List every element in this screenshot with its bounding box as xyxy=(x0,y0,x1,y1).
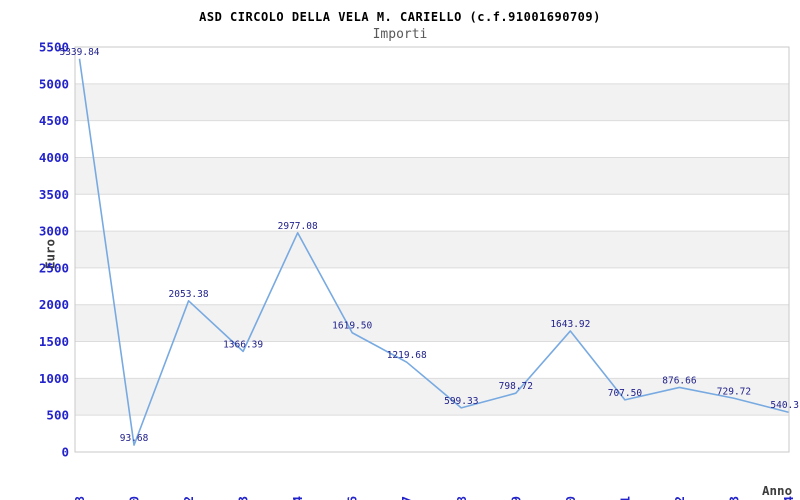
point-label: 1619.50 xyxy=(332,321,372,332)
y-tick-label: 5500 xyxy=(39,40,69,55)
x-tick-label: 2018 xyxy=(454,496,469,500)
y-tick-label: 2500 xyxy=(39,260,69,275)
x-tick-label: 2010 xyxy=(127,496,142,500)
point-label: 729.72 xyxy=(717,386,751,397)
y-tick-label: 1000 xyxy=(39,371,69,386)
plot-band xyxy=(75,157,789,195)
x-tick-label: 2021 xyxy=(617,496,632,500)
plot-band xyxy=(75,304,789,342)
x-tick-label: 2016 xyxy=(345,496,360,500)
plot-border xyxy=(74,46,790,453)
chart-title: ASD CIRCOLO DELLA VELA M. CARIELLO (c.f.… xyxy=(199,10,601,24)
y-tick-label: 4500 xyxy=(39,113,69,128)
point-label: 540.3 xyxy=(770,400,799,411)
chart-subtitle: Importi xyxy=(372,27,428,42)
y-tick-label: 1500 xyxy=(39,334,69,349)
x-tick-label: 2019 xyxy=(508,496,523,500)
y-tick-label: 2000 xyxy=(39,297,69,312)
plot-band xyxy=(75,378,789,416)
point-label: 798.72 xyxy=(499,381,533,392)
point-label: 1643.92 xyxy=(550,319,590,330)
x-tick-label: 2022 xyxy=(672,496,687,500)
x-tick-label: 2012 xyxy=(181,496,196,500)
data-line xyxy=(78,58,789,446)
y-tick-label: 3000 xyxy=(39,224,69,239)
x-tick-label: 2014 xyxy=(290,496,305,500)
plot-band xyxy=(75,231,789,268)
x-tick-label: 2020 xyxy=(563,496,578,500)
point-label: 5339.84 xyxy=(59,47,99,58)
point-label: 707.50 xyxy=(608,388,643,399)
point-label: 599.33 xyxy=(444,396,478,407)
point-label: 2053.38 xyxy=(169,289,209,300)
plot-band xyxy=(75,83,789,121)
y-tick-label: 5000 xyxy=(39,76,69,91)
y-tick-label: 3500 xyxy=(39,187,69,202)
x-tick-label: 2024 xyxy=(781,496,796,500)
point-label: 93.68 xyxy=(120,433,149,444)
y-tick-label: 0 xyxy=(61,445,69,460)
x-tick-label: 2008 xyxy=(72,496,87,500)
x-tick-label: 2023 xyxy=(726,496,741,500)
y-tick-label: 500 xyxy=(46,408,69,423)
x-axis-title: Anno xyxy=(762,483,793,498)
x-tick-label: 2017 xyxy=(399,496,414,500)
point-label: 2977.08 xyxy=(278,221,318,232)
x-tick-label: 2013 xyxy=(236,496,251,500)
point-label: 1219.68 xyxy=(387,350,427,361)
y-tick-label: 4000 xyxy=(39,150,69,165)
point-label: 1366.39 xyxy=(223,339,263,350)
point-label: 876.66 xyxy=(662,375,697,386)
